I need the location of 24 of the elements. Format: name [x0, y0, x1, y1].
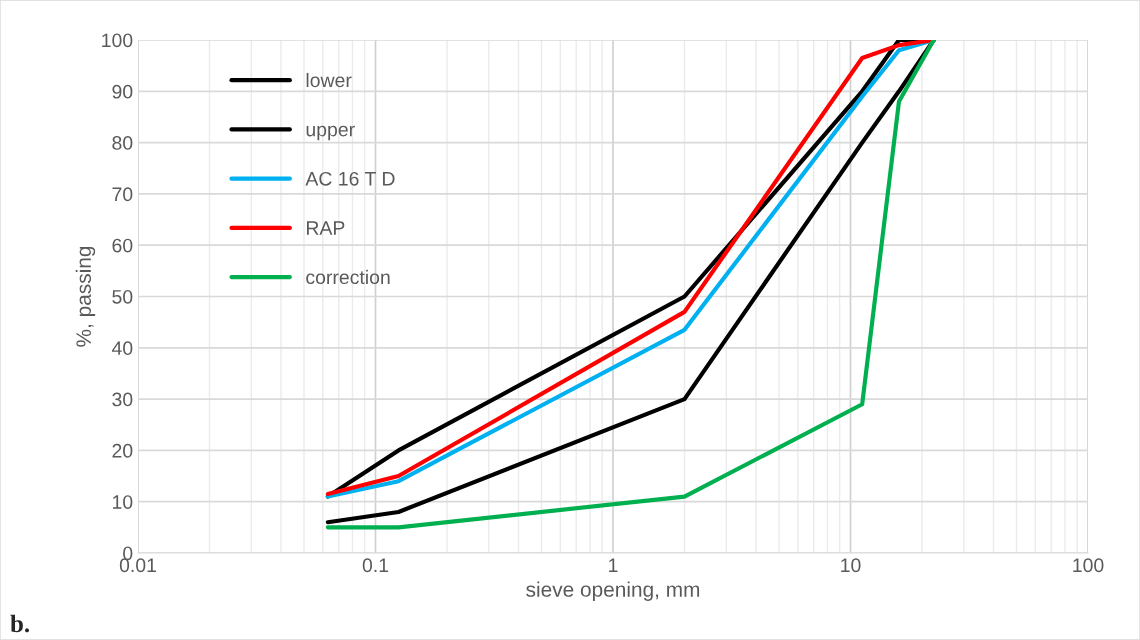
x-tick-label: 0.1	[362, 558, 389, 573]
y-axis-title: %, passing	[75, 246, 96, 347]
y-tick-label: 10	[113, 495, 133, 509]
y-tick-label: 30	[112, 392, 133, 407]
legend-label: correction	[306, 269, 390, 285]
x-tick-label: 1	[609, 558, 618, 572]
y-tick-label: 60	[112, 238, 133, 253]
x-tick-label: 10	[841, 558, 861, 573]
y-tick-label: 90	[112, 84, 133, 99]
y-tick-label: 40	[111, 341, 133, 356]
y-tick-label: 80	[112, 136, 133, 150]
y-tick-label: 50	[112, 289, 133, 304]
legend-label: RAP	[306, 221, 345, 235]
y-tick-label: 70	[112, 187, 133, 202]
text: b.	[10, 614, 30, 633]
x-tick-label: 0.01	[119, 558, 156, 573]
x-axis-title: sieve opening, mm	[526, 581, 700, 601]
y-tick-label: 100	[102, 33, 133, 48]
x-tick-label: 100	[1073, 558, 1104, 573]
legend-label: lower	[306, 72, 352, 88]
legend-label: AC 16 T D	[305, 171, 395, 186]
y-tick-label: 0	[123, 546, 133, 561]
legend-label: upper	[306, 125, 355, 141]
y-tick-label: 20	[112, 443, 133, 458]
